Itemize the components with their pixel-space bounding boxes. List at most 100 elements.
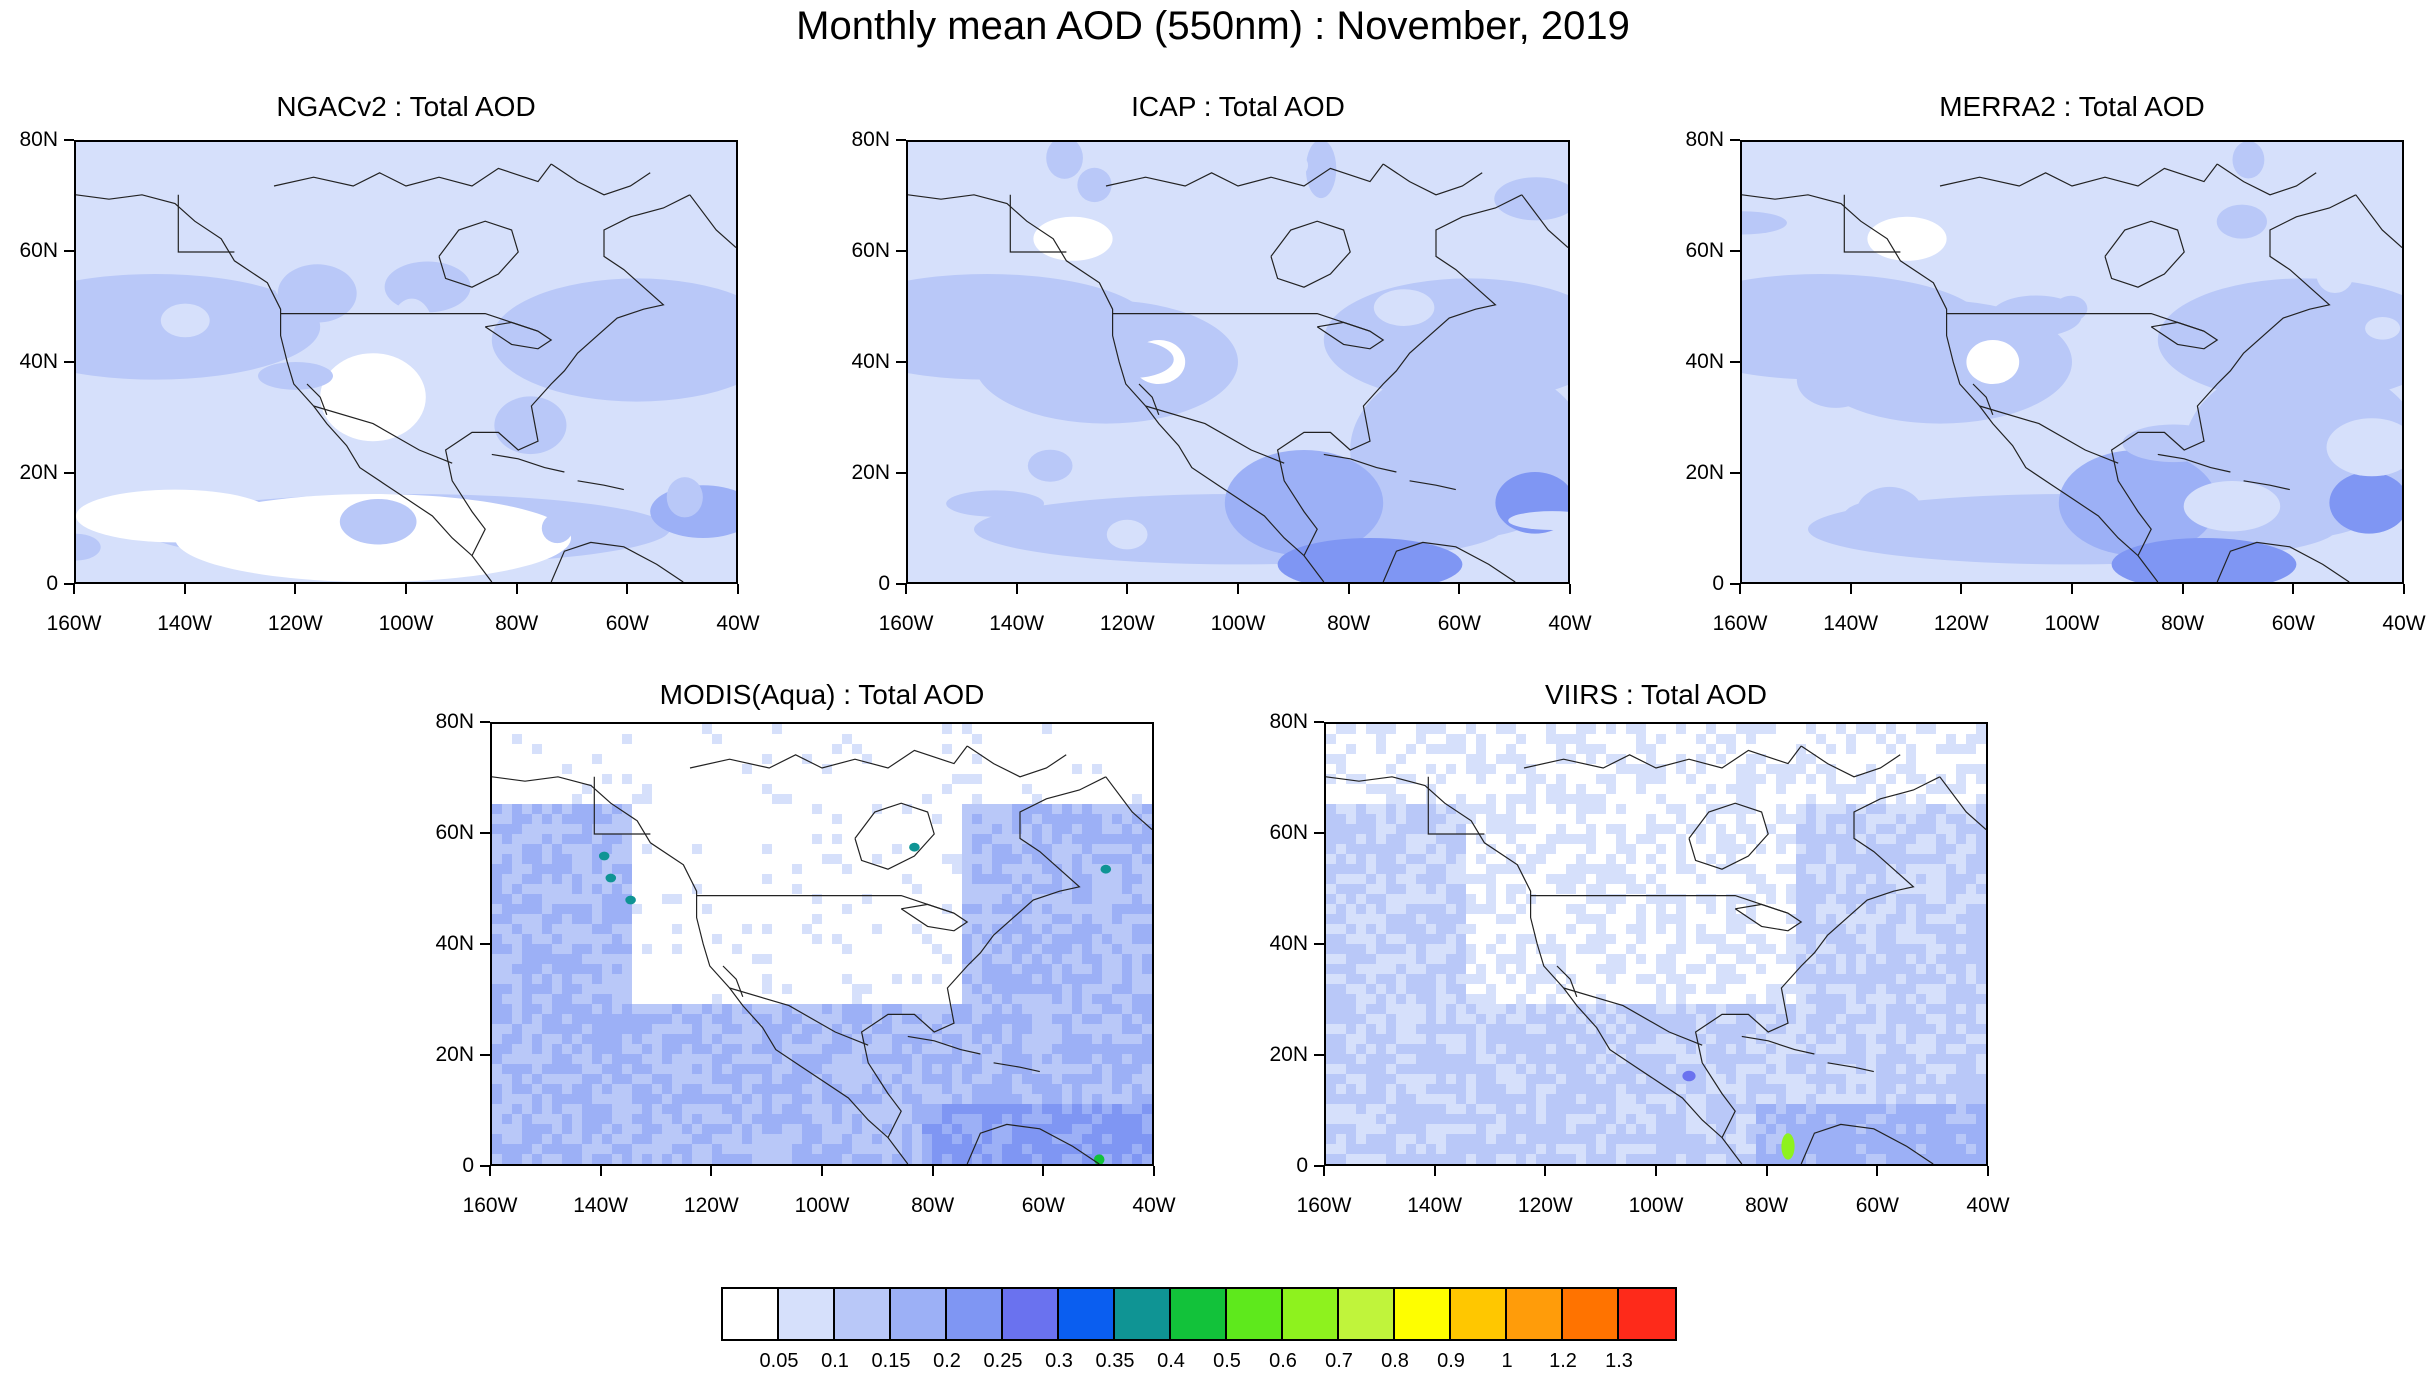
lon-label: 80W [1732, 1194, 1802, 1218]
lon-tick [710, 1166, 712, 1176]
colorbar-label: 0.9 [1421, 1350, 1481, 1373]
lat-tick [896, 361, 906, 363]
lon-tick [821, 1166, 823, 1176]
lat-label: 60N [1252, 821, 1308, 845]
lon-tick [1766, 1166, 1768, 1176]
lon-label: 60W [592, 612, 662, 636]
map-panel [74, 140, 738, 584]
map-panel [490, 722, 1154, 1166]
colorbar-label: 0.15 [861, 1350, 921, 1373]
lat-label: 40N [834, 350, 890, 374]
colorbar-label: 0.05 [749, 1350, 809, 1373]
colorbar [721, 1287, 1677, 1341]
lat-tick [1730, 250, 1740, 252]
lon-label: 40W [1119, 1194, 1189, 1218]
lon-tick [2071, 584, 2073, 594]
colorbar-box [779, 1289, 835, 1339]
lat-tick [896, 250, 906, 252]
lon-tick [1348, 584, 1350, 594]
lon-tick [1323, 1166, 1325, 1176]
lon-tick [1544, 1166, 1546, 1176]
lat-label: 60N [418, 821, 474, 845]
lat-tick [1314, 1054, 1324, 1056]
map-panel [1324, 722, 1988, 1166]
lat-label: 0 [1252, 1154, 1308, 1178]
lon-label: 80W [1314, 612, 1384, 636]
lon-tick [2292, 584, 2294, 594]
lat-tick [896, 472, 906, 474]
map-panel [1740, 140, 2404, 584]
lat-label: 20N [2, 461, 58, 485]
lon-label: 140W [1400, 1194, 1470, 1218]
colorbar-label: 0.35 [1085, 1350, 1145, 1373]
lon-tick [905, 584, 907, 594]
lat-tick [64, 250, 74, 252]
lon-label: 120W [260, 612, 330, 636]
lon-label: 160W [871, 612, 941, 636]
lat-label: 40N [418, 932, 474, 956]
lon-label: 100W [787, 1194, 857, 1218]
colorbar-box [1563, 1289, 1619, 1339]
aod-field [1742, 142, 2402, 582]
lon-label: 160W [1289, 1194, 1359, 1218]
lon-tick [600, 1166, 602, 1176]
lon-tick [2403, 584, 2405, 594]
lon-tick [1655, 1166, 1657, 1176]
colorbar-label: 0.4 [1141, 1350, 1201, 1373]
lon-label: 60W [2258, 612, 2328, 636]
aod-field [76, 142, 736, 582]
lat-label: 80N [2, 128, 58, 152]
lat-tick [64, 472, 74, 474]
lon-label: 120W [1926, 612, 1996, 636]
lon-tick [516, 584, 518, 594]
lon-tick [737, 584, 739, 594]
panel-title: NGACv2 : Total AOD [54, 91, 758, 123]
lon-label: 120W [1510, 1194, 1580, 1218]
colorbar-box [1171, 1289, 1227, 1339]
lat-tick [64, 139, 74, 141]
lat-label: 80N [834, 128, 890, 152]
lon-label: 60W [1842, 1194, 1912, 1218]
lon-tick [1434, 1166, 1436, 1176]
lon-tick [1569, 584, 1571, 594]
colorbar-label: 0.2 [917, 1350, 977, 1373]
colorbar-box [1451, 1289, 1507, 1339]
lon-label: 140W [982, 612, 1052, 636]
lat-tick [1314, 721, 1324, 723]
lon-label: 40W [1535, 612, 1605, 636]
panel-title: VIIRS : Total AOD [1304, 679, 2008, 711]
lat-label: 20N [418, 1043, 474, 1067]
lat-label: 40N [2, 350, 58, 374]
lon-label: 120W [676, 1194, 746, 1218]
lat-tick [480, 832, 490, 834]
lat-label: 80N [1668, 128, 1724, 152]
colorbar-label: 0.5 [1197, 1350, 1257, 1373]
lat-tick [480, 943, 490, 945]
lat-label: 60N [2, 239, 58, 263]
lon-label: 100W [1621, 1194, 1691, 1218]
lat-label: 40N [1668, 350, 1724, 374]
colorbar-label: 1 [1477, 1350, 1537, 1373]
lon-tick [2182, 584, 2184, 594]
lon-label: 160W [1705, 612, 1775, 636]
lon-label: 140W [150, 612, 220, 636]
lat-label: 80N [418, 710, 474, 734]
lat-label: 0 [418, 1154, 474, 1178]
lon-label: 160W [39, 612, 109, 636]
lon-tick [932, 1166, 934, 1176]
lon-tick [489, 1166, 491, 1176]
colorbar-label: 0.3 [1029, 1350, 1089, 1373]
lat-tick [1730, 361, 1740, 363]
colorbar-box [1395, 1289, 1451, 1339]
colorbar-label: 0.1 [805, 1350, 865, 1373]
lon-label: 140W [1816, 612, 1886, 636]
lat-tick [64, 361, 74, 363]
lon-tick [405, 584, 407, 594]
colorbar-box [835, 1289, 891, 1339]
lon-label: 100W [2037, 612, 2107, 636]
lon-label: 140W [566, 1194, 636, 1218]
colorbar-label: 0.8 [1365, 1350, 1425, 1373]
lat-tick [480, 1054, 490, 1056]
lon-tick [1987, 1166, 1989, 1176]
lon-tick [1153, 1166, 1155, 1176]
